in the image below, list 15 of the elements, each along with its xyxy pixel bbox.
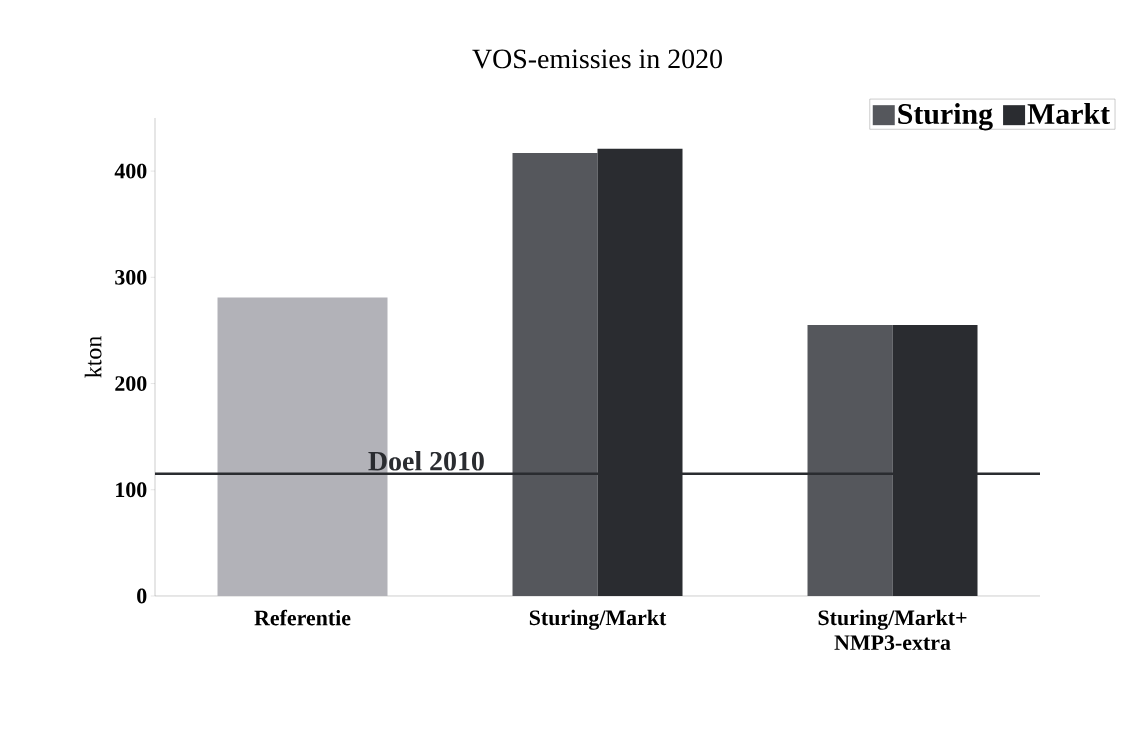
x-tick-label: Sturing/Markt bbox=[529, 609, 667, 630]
legend-label: Sturing bbox=[898, 103, 993, 131]
chart-title: VOS-emissies in 2020 bbox=[472, 49, 722, 69]
y-tick-label: 100 bbox=[116, 482, 147, 498]
y-tick-label: 300 bbox=[115, 269, 147, 285]
bar bbox=[512, 153, 598, 596]
legend-label: Markt bbox=[1027, 103, 1110, 125]
y-axis-title: kton bbox=[84, 336, 102, 378]
bar bbox=[807, 325, 893, 596]
x-tick-label: Referentie bbox=[254, 609, 351, 626]
ref-line-label: Doel 2010 bbox=[368, 451, 484, 471]
y-tick-label: 200 bbox=[115, 376, 147, 391]
y-tick-label: 0 bbox=[137, 588, 147, 604]
y-tick-label: 400 bbox=[114, 163, 147, 179]
x-tick-label: Sturing/Markt+ NMP3-extra bbox=[818, 609, 967, 651]
